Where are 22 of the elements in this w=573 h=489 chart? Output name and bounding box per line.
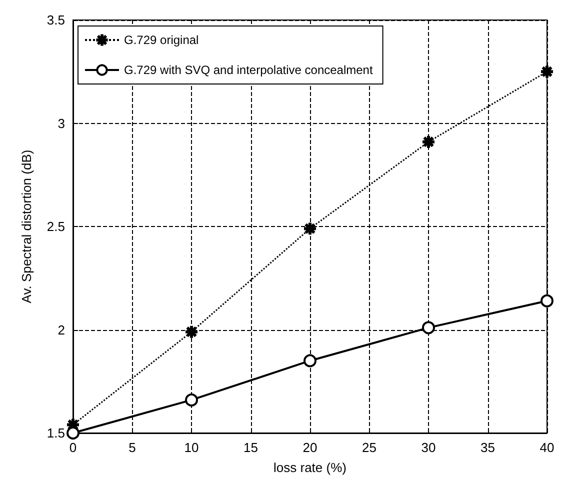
y-tick-label: 2.5	[46, 219, 65, 234]
legend-label: G.729 with SVQ and interpolative concealment	[124, 63, 374, 77]
x-tick-label: 0	[69, 440, 77, 455]
y-tick-label: 3.5	[46, 12, 65, 28]
x-tick-label: 25	[362, 440, 376, 455]
x-tick-label: 40	[540, 440, 554, 455]
legend-label: G.729 original	[124, 33, 199, 47]
x-tick-label: 10	[184, 440, 199, 455]
x-tick-label: 35	[480, 440, 495, 455]
y-tick-label: 2	[58, 322, 65, 338]
point	[422, 321, 435, 334]
y-axis-title: Av. Spectral distortion (dB)	[19, 150, 34, 304]
x-tick-label: 30	[421, 440, 436, 455]
y-tick-label: 3	[58, 116, 65, 131]
point	[540, 294, 554, 308]
x-axis-title: loss rate (%)	[274, 460, 346, 475]
point	[185, 393, 198, 406]
point	[304, 354, 316, 368]
x-tick-label: 20	[302, 440, 318, 455]
x-tick-label: 15	[244, 440, 258, 455]
y-tick-label: 1.5	[46, 426, 65, 440]
x-tick-label: 5	[128, 440, 136, 455]
